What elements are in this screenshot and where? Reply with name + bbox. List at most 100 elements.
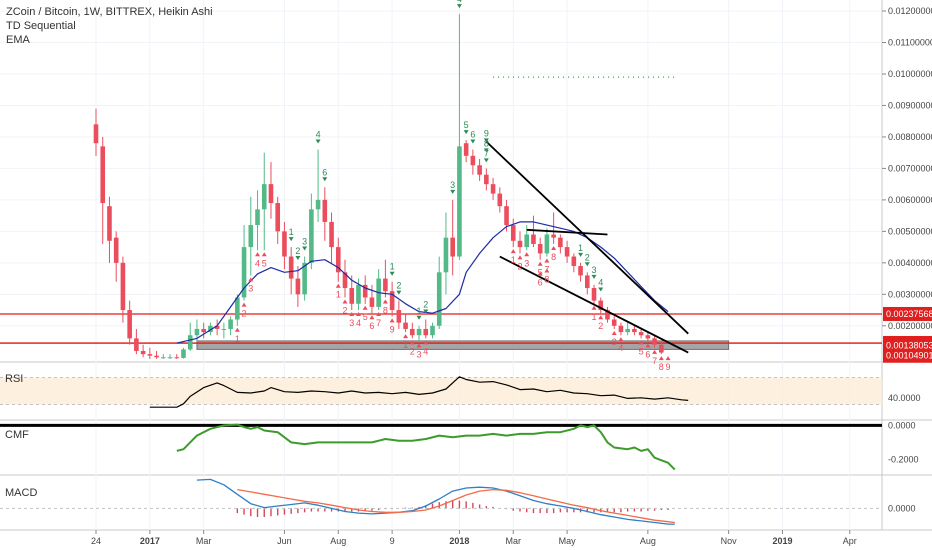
candle-body[interactable]: [591, 288, 597, 301]
price-badge[interactable]: [883, 306, 932, 321]
candle-body[interactable]: [93, 124, 99, 144]
candle-body[interactable]: [504, 206, 509, 226]
candle-body[interactable]: [564, 247, 570, 257]
cmf-pane-label[interactable]: CMF: [5, 429, 29, 441]
candle-body[interactable]: [107, 206, 112, 241]
candle-body[interactable]: [342, 272, 348, 289]
candle-body[interactable]: [241, 247, 247, 298]
candle-body[interactable]: [571, 256, 577, 266]
candle-body[interactable]: [443, 237, 449, 273]
candle-body[interactable]: [436, 272, 442, 326]
candle-body[interactable]: [349, 288, 355, 304]
candle-body[interactable]: [369, 297, 375, 307]
macd-pane[interactable]: 0.0000: [0, 478, 916, 525]
candle-body[interactable]: [450, 237, 455, 257]
candle-body[interactable]: [544, 234, 550, 254]
candle-body[interactable]: [147, 354, 153, 356]
macd-pane-label[interactable]: MACD: [5, 487, 38, 499]
macd-line[interactable]: [196, 478, 675, 525]
candle-body[interactable]: [113, 237, 119, 263]
price-axis[interactable]: 0.01200000 0.01100000 0.01000000 0.00900000…: [882, 6, 932, 363]
candle-body[interactable]: [154, 355, 159, 358]
candle-body[interactable]: [638, 332, 644, 336]
candle-body[interactable]: [288, 256, 294, 279]
candle-body[interactable]: [255, 209, 260, 226]
candle-body[interactable]: [322, 199, 328, 222]
candle-body[interactable]: [161, 357, 166, 359]
candle-body[interactable]: [497, 193, 503, 207]
candle-body[interactable]: [430, 325, 435, 336]
cmf-line[interactable]: [176, 423, 676, 471]
candle-body[interactable]: [362, 284, 368, 298]
candle-body[interactable]: [463, 143, 469, 156]
candle-body[interactable]: [275, 203, 281, 232]
legend-td-sequential[interactable]: TD Sequential: [6, 20, 76, 32]
candle-body[interactable]: [309, 209, 314, 263]
rsi-line[interactable]: [149, 376, 689, 408]
candle-body[interactable]: [100, 146, 106, 204]
candle-body[interactable]: [134, 338, 139, 351]
candle-body[interactable]: [356, 284, 361, 304]
legend-ema[interactable]: EMA: [6, 34, 30, 46]
candle-body[interactable]: [140, 350, 146, 355]
candle-body[interactable]: [517, 240, 523, 248]
candle-body[interactable]: [302, 262, 307, 295]
candle-body[interactable]: [174, 357, 180, 359]
candle-body[interactable]: [618, 325, 624, 333]
candle-body[interactable]: [403, 322, 408, 329]
candle-body[interactable]: [315, 199, 321, 210]
legend-symbol[interactable]: ZCoin / Bitcoin, 1W, BITTREX, Heikin Ash…: [6, 6, 213, 18]
support-zone[interactable]: [196, 340, 730, 350]
candle-body[interactable]: [181, 349, 186, 358]
price-badge[interactable]: [883, 348, 932, 363]
candle-body[interactable]: [537, 243, 543, 254]
candle-body[interactable]: [235, 297, 240, 320]
candle-body[interactable]: [295, 278, 301, 295]
price-pane[interactable]: 7891234634561234121212357868123456789123…: [0, 0, 882, 372]
candle-body[interactable]: [282, 231, 287, 257]
candle-body[interactable]: [477, 165, 482, 175]
candle-body[interactable]: [490, 184, 496, 194]
candle-body[interactable]: [268, 184, 274, 204]
time-axis[interactable]: 24 2017 Mar Jun Aug 9 2018 Mar May Aug Nov 2019 Apr: [91, 530, 857, 546]
candle-body[interactable]: [228, 319, 233, 329]
candle-body[interactable]: [645, 335, 651, 339]
candle-body[interactable]: [484, 174, 489, 185]
candle-body[interactable]: [531, 234, 536, 244]
candle-body[interactable]: [221, 328, 227, 330]
candle-body[interactable]: [625, 328, 630, 333]
candle-body[interactable]: [187, 335, 193, 350]
candle-body[interactable]: [457, 146, 462, 257]
rsi-pane[interactable]: 40.0000: [0, 376, 921, 408]
candle-body[interactable]: [510, 225, 516, 241]
candle-body[interactable]: [208, 325, 213, 333]
cmf-pane[interactable]: 0.0000 -0.2000: [0, 420, 919, 471]
candle-body[interactable]: [329, 221, 334, 248]
candle-body[interactable]: [605, 310, 610, 320]
candle-body[interactable]: [611, 319, 617, 326]
candle-body[interactable]: [383, 278, 388, 292]
macd-signal-line[interactable]: [237, 488, 675, 524]
candle-body[interactable]: [194, 328, 200, 336]
candle-body[interactable]: [201, 328, 206, 333]
candle-body[interactable]: [652, 338, 657, 345]
candle-body[interactable]: [598, 300, 604, 311]
candle-body[interactable]: [389, 291, 395, 311]
rsi-pane-label[interactable]: RSI: [5, 373, 24, 385]
candle-body[interactable]: [632, 328, 637, 333]
candle-body[interactable]: [335, 247, 341, 273]
candle-body[interactable]: [584, 275, 590, 289]
candle-body[interactable]: [416, 328, 422, 336]
candle-body[interactable]: [558, 237, 563, 248]
candle-body[interactable]: [423, 328, 429, 336]
candle-body[interactable]: [551, 234, 556, 238]
candle-body[interactable]: [167, 357, 173, 359]
candle-body[interactable]: [248, 225, 254, 248]
candle-body[interactable]: [524, 234, 530, 248]
candle-body[interactable]: [120, 262, 126, 311]
candle-body[interactable]: [396, 310, 402, 323]
candle-body[interactable]: [578, 265, 583, 276]
candle-body[interactable]: [659, 344, 664, 353]
candle-body[interactable]: [470, 155, 476, 166]
